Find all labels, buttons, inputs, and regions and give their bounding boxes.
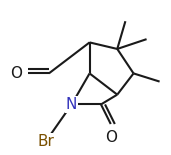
Text: Br: Br <box>37 134 54 149</box>
Text: O: O <box>10 66 22 81</box>
Text: N: N <box>66 97 77 112</box>
Text: O: O <box>105 130 117 145</box>
